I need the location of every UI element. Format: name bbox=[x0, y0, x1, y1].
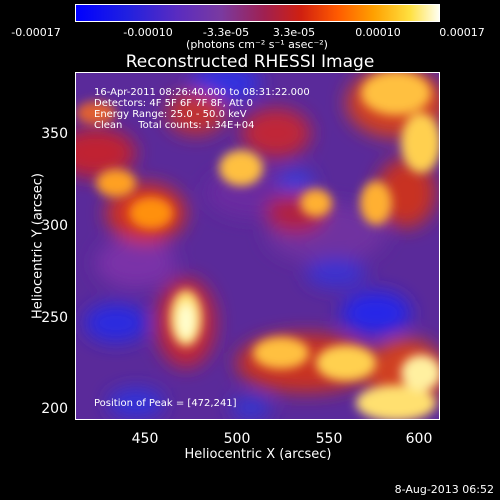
x-tick: 600 bbox=[405, 431, 433, 447]
colorbar bbox=[75, 4, 440, 22]
rhessi-image-canvas bbox=[76, 73, 439, 419]
info-counts: Clean Total counts: 1.34E+04 bbox=[94, 120, 255, 131]
colorbar-tick: -0.00010 bbox=[123, 26, 173, 39]
colorbar-units: (photons cm⁻² s⁻¹ asec⁻²) bbox=[186, 38, 328, 51]
info-time-range: 16-Apr-2011 08:26:40.000 to 08:31:22.000 bbox=[94, 87, 310, 98]
colorbar-tick: -0.00017 bbox=[11, 26, 61, 39]
colorbar-tick: -3.3e-05 bbox=[202, 26, 250, 39]
y-axis-label: Heliocentric Y (arcsec) bbox=[30, 173, 46, 319]
x-tick: 450 bbox=[131, 431, 159, 447]
y-tick: 300 bbox=[41, 218, 68, 234]
y-tick: 350 bbox=[41, 126, 68, 142]
colorbar-tick: 3.3e-05 bbox=[272, 26, 316, 39]
info-detectors: Detectors: 4F 5F 6F 7F 8F, Att 0 bbox=[94, 98, 254, 109]
info-energy-range: Energy Range: 25.0 - 50.0 keV bbox=[94, 109, 247, 120]
y-tick: 250 bbox=[41, 310, 68, 326]
colorbar-tick: 0.00010 bbox=[355, 26, 401, 39]
plot-title: Reconstructed RHESSI Image bbox=[125, 52, 375, 72]
rhessi-image bbox=[75, 72, 440, 420]
y-tick: 200 bbox=[41, 401, 68, 417]
x-axis-label: Heliocentric X (arcsec) bbox=[184, 447, 332, 462]
peak-position: Position of Peak = [472,241] bbox=[94, 398, 237, 409]
colorbar-tick: 0.00017 bbox=[439, 26, 485, 39]
date-stamp: 8-Aug-2013 06:52 bbox=[394, 483, 494, 496]
x-tick: 500 bbox=[223, 431, 251, 447]
x-tick: 550 bbox=[315, 431, 343, 447]
